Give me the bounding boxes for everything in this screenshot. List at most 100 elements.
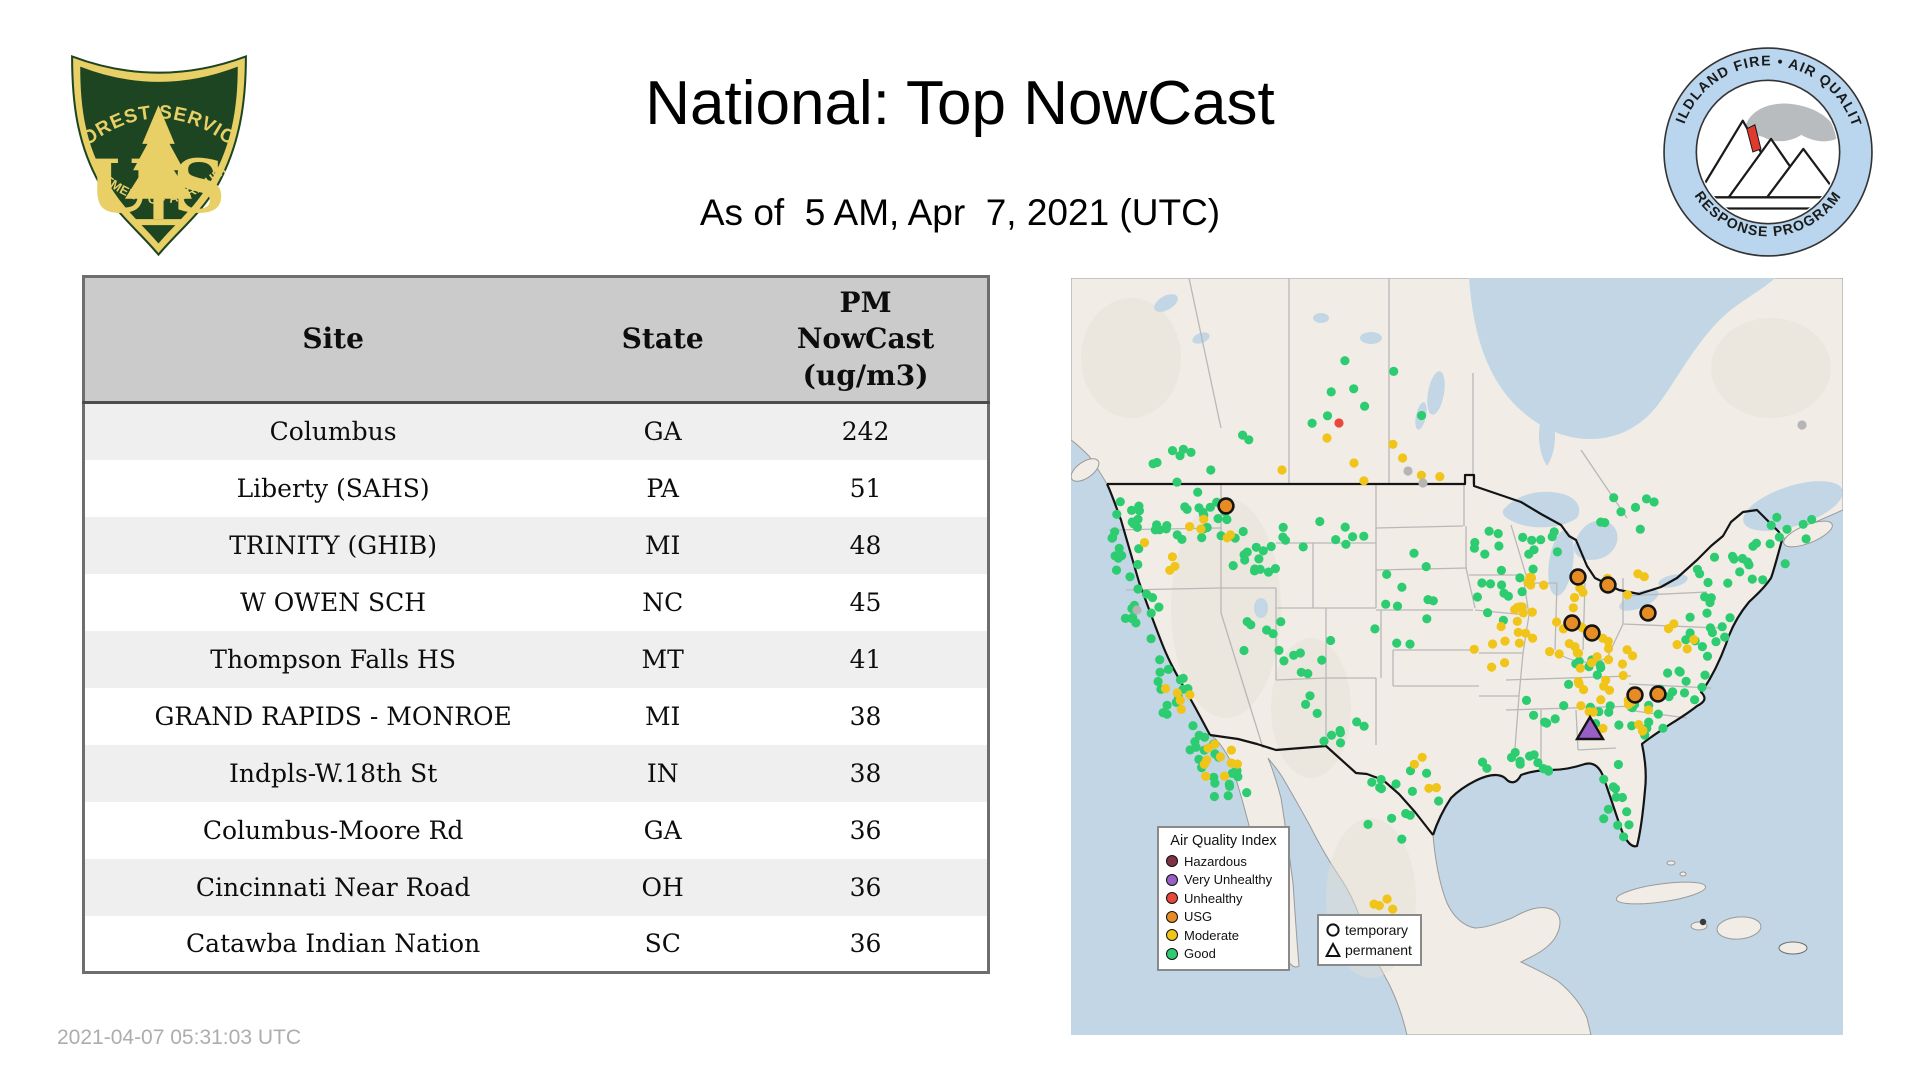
monitor-dot-good <box>1381 599 1391 609</box>
monitor-dot-good <box>1702 651 1713 661</box>
monitor-dot-good <box>1613 820 1623 830</box>
monitor-dot-unhealthy <box>1334 418 1344 428</box>
monitor-dot-good <box>1517 587 1527 597</box>
monitor-dot-moderate <box>1569 592 1580 603</box>
monitor-dot-good <box>1155 667 1165 677</box>
monitor-dot-moderate <box>1139 538 1150 548</box>
monitor-dot-good <box>1407 786 1417 796</box>
monitor-dot-good <box>1515 756 1525 766</box>
monitor-dot-good <box>1352 717 1362 727</box>
table-row: Cincinnati Near Road OH 36 <box>83 858 989 916</box>
monitor-dot-moderate <box>1598 723 1608 733</box>
monitor-dot-good <box>1315 516 1325 527</box>
table-cell: 36 <box>849 872 882 902</box>
monitor-dot-moderate <box>1431 783 1441 793</box>
monitor-dot-moderate <box>1165 565 1175 575</box>
monitor-dot-moderate <box>1417 752 1427 762</box>
monitor-dot-gray <box>1797 420 1807 430</box>
monitor-dot-good <box>1278 532 1288 542</box>
top-site-usg-marker <box>1639 604 1657 622</box>
monitor-dot-moderate <box>1637 726 1648 736</box>
monitor-dot-moderate <box>1225 530 1235 540</box>
monitor-dot-good <box>1340 522 1350 532</box>
table-row: Columbus GA 242 <box>83 402 989 460</box>
monitor-dot-good <box>1564 679 1574 689</box>
monitor-dot-moderate <box>1160 683 1171 694</box>
monitor-dot-moderate <box>1596 695 1606 705</box>
monitor-dot-good <box>1326 730 1337 740</box>
monitor-dot-good <box>1766 520 1776 530</box>
monitor-dot-good <box>1254 554 1264 564</box>
monitor-dot-good <box>1480 549 1490 559</box>
marker-type-item: temporary <box>1325 920 1414 940</box>
monitor-dot-good <box>1658 723 1668 733</box>
monitor-dot-moderate <box>1185 690 1195 700</box>
monitor-dot-good <box>1326 387 1336 397</box>
table-header: Site State PM NowCast (ug/m3) <box>83 276 989 404</box>
monitor-dot-moderate <box>1398 453 1408 463</box>
monitor-dot-moderate <box>1672 640 1682 650</box>
table-row: W OWEN SCH NC 45 <box>83 573 989 631</box>
monitor-dot-good <box>1538 764 1548 774</box>
aqi-legend-label: Unhealthy <box>1184 890 1243 906</box>
monitor-dot-good <box>1720 632 1730 642</box>
monitor-dot-good <box>1175 675 1185 685</box>
monitor-dot-good <box>1331 535 1341 545</box>
monitor-dot-good <box>1392 638 1402 648</box>
monitor-dot-good <box>1493 529 1503 539</box>
monitor-dot-good <box>1162 709 1172 719</box>
monitor-dot-moderate <box>1584 707 1594 717</box>
table-cell: Liberty (SAHS) <box>236 473 430 503</box>
page-title: National: Top NowCast <box>645 69 1275 138</box>
monitor-dot-good <box>1613 759 1623 770</box>
monitor-dot-good <box>1188 721 1198 731</box>
table-cell: 48 <box>849 530 882 560</box>
monitor-dot-good <box>1307 418 1317 428</box>
monitor-dot-moderate <box>1201 771 1211 781</box>
table-cell: Thompson Falls HS <box>210 644 456 674</box>
table-cell: Indpls-W.18th St <box>229 758 438 788</box>
monitor-dot-good <box>1609 493 1619 503</box>
monitor-dot-good <box>1772 512 1782 522</box>
monitor-dot-good <box>1205 502 1215 512</box>
monitor-dot-good <box>1175 451 1185 461</box>
column-header-site: Site <box>83 276 582 404</box>
moderate-swatch-icon <box>1166 929 1178 942</box>
monitor-dot-good <box>1268 629 1278 639</box>
monitor-dot-good <box>1536 535 1546 545</box>
terrain-shading <box>1081 298 1831 978</box>
table-row: Catawba Indian Nation SC 36 <box>83 915 989 973</box>
top-site-usg-marker <box>1626 686 1644 704</box>
monitor-dot-moderate <box>1409 759 1419 769</box>
table-cell: 38 <box>849 758 882 788</box>
monitor-dot-good <box>1279 656 1289 666</box>
monitor-dot-moderate <box>1176 704 1186 714</box>
monitor-dot-good <box>1305 691 1315 701</box>
monitor-dot-good <box>1133 559 1143 570</box>
monitor-dot-good <box>1115 497 1125 507</box>
monitor-dot-moderate <box>1578 587 1588 597</box>
monitor-dot-good <box>1592 670 1602 680</box>
top-site-very-unhealthy-permanent-marker <box>1574 714 1606 741</box>
monitor-dot-moderate <box>1210 739 1220 749</box>
monitor-dot-moderate <box>1487 662 1497 672</box>
monitor-dot-good <box>1782 524 1792 534</box>
monitor-dot-moderate <box>1528 633 1538 643</box>
wfaqrp-circle-icon: WILDLAND FIRE • AIR QUALITY RESPONSE PRO… <box>1653 31 1873 257</box>
monitor-dot-good <box>1194 503 1204 513</box>
smoke-plume-icon <box>1744 103 1838 142</box>
monitor-dot-moderate <box>1382 894 1392 904</box>
table-cell: OH <box>641 872 684 902</box>
monitor-dot-good <box>1798 519 1808 529</box>
monitor-dot-good <box>1162 700 1172 710</box>
table-cell: GA <box>643 417 682 447</box>
monitor-dot-good <box>1497 580 1507 590</box>
marker-type-label: temporary <box>1345 922 1409 938</box>
monitor-dot-good <box>1690 695 1700 705</box>
monitor-dot-good <box>1177 534 1187 544</box>
monitor-dot-good <box>1470 537 1480 548</box>
monitor-dot-good <box>1550 714 1560 724</box>
monitor-dot-good <box>1296 667 1306 677</box>
state-borders <box>1108 278 1720 770</box>
monitor-dot-moderate <box>1226 745 1236 755</box>
